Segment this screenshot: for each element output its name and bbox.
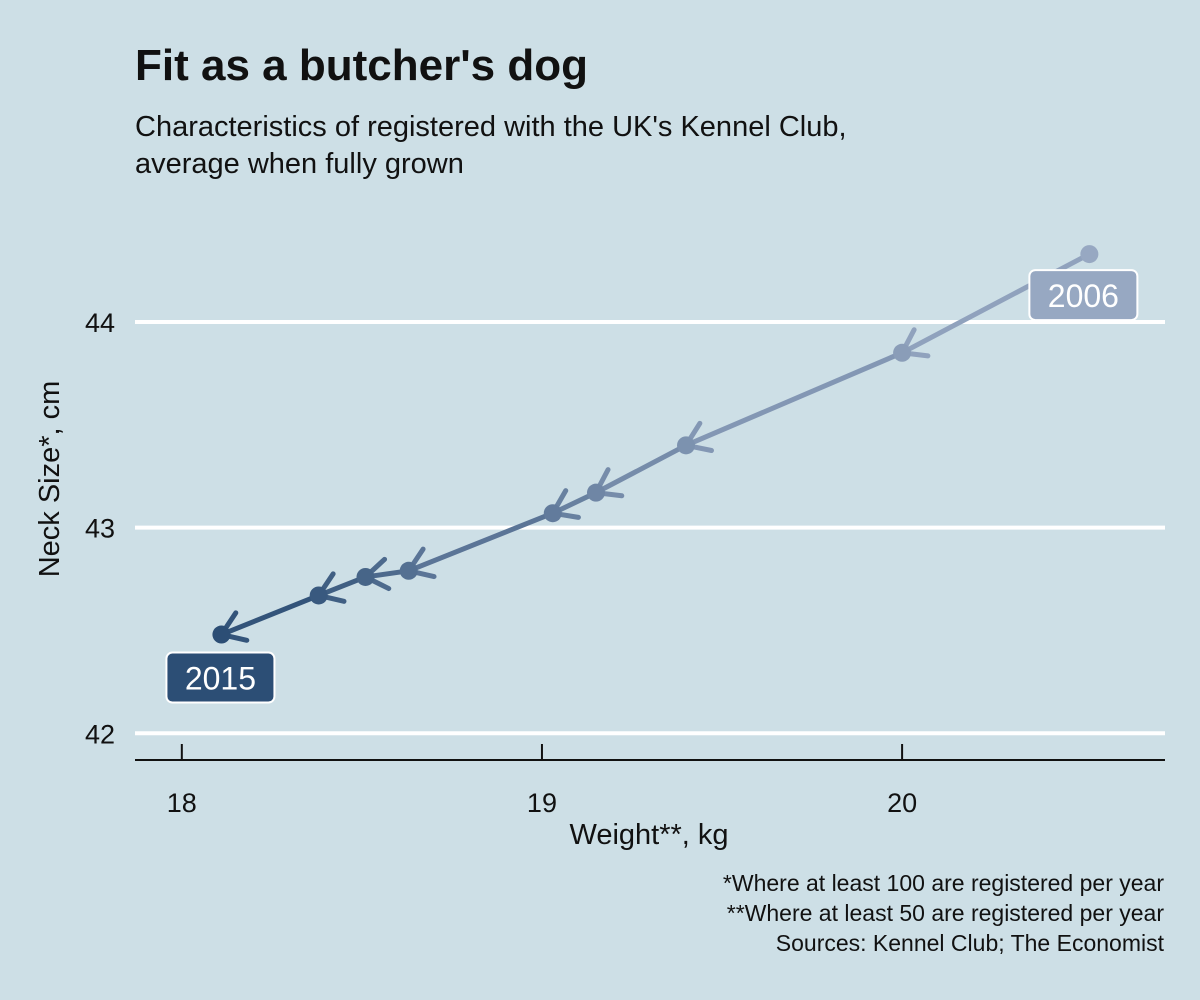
trend-segment [683,350,905,448]
footnote-line-1: *Where at least 100 are registered per y… [723,870,1164,896]
data-point [677,436,696,455]
year-label: 2006 [1048,278,1119,314]
data-point [309,586,328,605]
data-point [212,625,231,644]
x-axis-label: Weight**, kg [569,819,728,851]
trend-segment [406,510,556,574]
x-tick-label-18: 18 [167,788,197,818]
data-point [586,483,605,502]
year-label-box [1028,269,1139,322]
x-tick-label-19: 19 [527,788,557,818]
gridlines: 42 43 44 [85,308,1165,749]
trend-segment [593,442,689,496]
y-tick-label-44: 44 [85,308,115,338]
year-label: 2015 [185,661,256,697]
y-axis-label: Neck Size*, cm [34,381,66,578]
y-tick-label-43: 43 [85,514,115,544]
footnote-sources: Sources: Kennel Club; The Economist [776,930,1165,956]
footnote-line-2: **Where at least 50 are registered per y… [727,900,1165,926]
data-point [893,343,912,362]
data-series [212,245,1099,644]
year-annotations: 2006 2015 [165,269,1139,704]
chart-subtitle-line-1: Characteristics of registered with the U… [135,111,847,143]
x-tick-label-20: 20 [887,788,917,818]
chart-subtitle-line-2: average when fully grown [135,148,464,180]
data-point [543,504,562,523]
x-axis: 18 19 20 [135,744,1165,818]
data-point [399,561,418,580]
trend-segment [218,592,322,638]
data-point [1080,245,1099,264]
chart-title: Fit as a butcher's dog [135,41,588,90]
y-tick-label-42: 42 [85,719,115,749]
year-label-box [165,651,276,704]
data-point [356,567,375,586]
